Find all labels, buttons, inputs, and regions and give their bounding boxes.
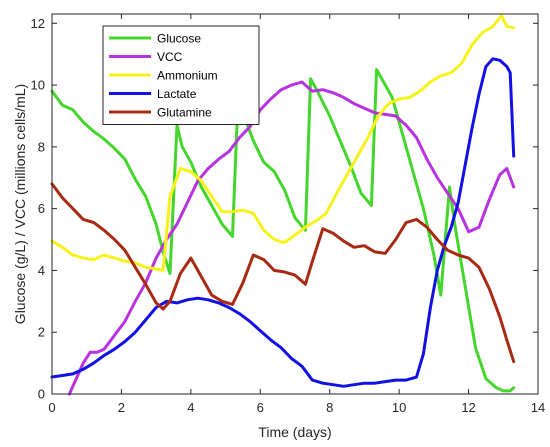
legend-label-glutamine: Glutamine	[157, 106, 212, 120]
x-tick-label: 4	[187, 400, 194, 415]
y-tick-label: 10	[31, 78, 45, 93]
x-tick-label: 0	[48, 400, 55, 415]
axes-layer: 0 2 4 6 8 10 12 14 0 2 4 6 8 10 12	[31, 13, 545, 415]
legend-label-glucose: Glucose	[157, 32, 201, 46]
x-tick-label: 10	[392, 400, 406, 415]
legend-label-lactate: Lactate	[157, 87, 197, 101]
axes-frame	[51, 13, 539, 395]
series-layer	[50, 14, 516, 396]
series-line-lactate	[50, 57, 516, 388]
y-tick-label: 4	[38, 263, 45, 278]
x-tick-label: 6	[257, 400, 264, 415]
x-axis-title: Time (days)	[258, 424, 331, 440]
x-tick-label: 14	[531, 400, 545, 415]
y-tick-label: 2	[38, 325, 45, 340]
x-tick-label: 2	[118, 400, 125, 415]
x-tick-label: 12	[461, 400, 475, 415]
y-tick-label: 0	[38, 387, 45, 402]
series-line-glutamine	[50, 182, 516, 364]
legend-label-ammonium: Ammonium	[157, 69, 218, 83]
y-tick-label: 12	[31, 16, 45, 31]
series-line-vcc	[67, 80, 516, 396]
legend-label-vcc: VCC	[157, 50, 183, 64]
y-axis-title: Glucose (g/L) / VCC (millions cells/mL)	[12, 84, 28, 324]
x-tick-label: 8	[326, 400, 333, 415]
y-tick-label: 8	[38, 139, 45, 154]
y-tick-label: 6	[38, 201, 45, 216]
legend: Glucose VCC Ammonium Lactate Glutamine	[102, 25, 260, 125]
